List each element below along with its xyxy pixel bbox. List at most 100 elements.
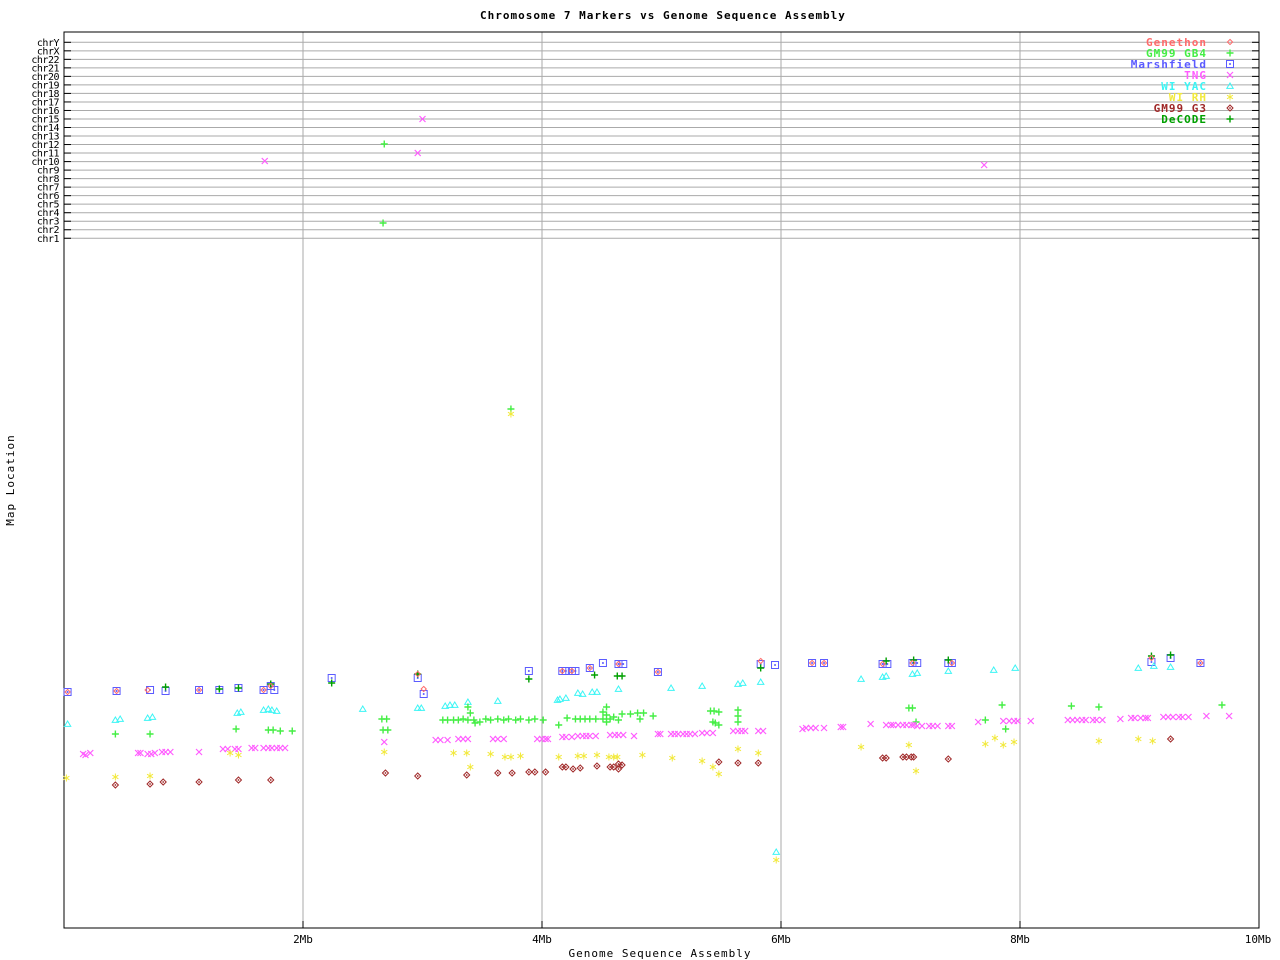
x-marker xyxy=(1116,715,1124,723)
x-marker xyxy=(999,717,1007,725)
legend-item-gm99-g3: GM99 G3 xyxy=(1154,102,1234,115)
x-marker xyxy=(1099,716,1106,724)
diamond-dot-marker xyxy=(267,776,275,784)
plus-marker xyxy=(471,719,479,727)
x-marker xyxy=(82,751,89,759)
diamond-dot-marker xyxy=(754,759,763,767)
plus-marker xyxy=(525,716,533,724)
x-marker xyxy=(568,733,576,741)
x-marker xyxy=(166,748,174,756)
square-center-dot xyxy=(601,662,604,664)
chrom-label-chrY: chrY xyxy=(37,38,60,49)
x-marker xyxy=(1093,716,1100,724)
asterisk-marker xyxy=(63,774,70,782)
diamond-marker xyxy=(1148,654,1155,662)
triangle-marker xyxy=(1011,664,1020,671)
x-marker xyxy=(907,721,915,729)
diamond-dot-marker xyxy=(111,781,120,789)
chrom-label-chr8: chr8 xyxy=(37,174,60,185)
triangle-marker xyxy=(143,714,152,721)
square-marker xyxy=(771,661,780,669)
asterisk-marker xyxy=(1135,735,1142,743)
square-center-dot xyxy=(823,662,826,664)
grid-layer xyxy=(64,32,1259,928)
square-marker xyxy=(619,660,628,668)
plus-marker xyxy=(908,704,916,712)
x-tick-label: 4Mb xyxy=(532,933,552,946)
diamond-center-dot xyxy=(162,781,165,783)
diamond-marker xyxy=(144,686,151,694)
square-center-dot xyxy=(66,691,69,693)
series-decode xyxy=(162,651,1175,693)
diamond-dot-marker xyxy=(381,769,390,777)
chrom-label-chr16: chr16 xyxy=(31,106,59,117)
x-marker xyxy=(812,724,820,732)
triangle-marker xyxy=(882,672,891,679)
diamond-dot-marker xyxy=(494,769,502,777)
diamond-dot-marker xyxy=(614,765,623,773)
plus-marker xyxy=(276,727,284,735)
plus-marker xyxy=(1218,701,1226,709)
diamond-center-dot xyxy=(565,766,567,768)
series-tng xyxy=(79,115,1233,759)
x-marker xyxy=(654,730,662,738)
x-marker xyxy=(1014,717,1022,725)
chart-title: Chromosome 7 Markers vs Genome Sequence … xyxy=(480,9,846,22)
square-center-dot xyxy=(588,667,591,669)
asterisk-marker xyxy=(580,752,588,760)
x-marker xyxy=(1202,712,1210,720)
x-tick-label: 2Mb xyxy=(293,933,313,946)
diamond-marker xyxy=(260,686,267,694)
diamond-center-dot xyxy=(384,772,387,774)
plus-marker xyxy=(328,679,336,687)
diamond-dot-marker xyxy=(593,762,601,770)
square-center-dot xyxy=(262,689,265,691)
square-marker xyxy=(653,668,662,676)
plus-marker xyxy=(586,715,594,723)
plot-border xyxy=(63,31,1260,929)
legend-item-gm99-gb4: GM99 GB4 xyxy=(1146,47,1234,60)
plus-marker xyxy=(614,716,622,724)
diamond-dot-marker xyxy=(562,763,570,771)
diamond-center-dot xyxy=(496,772,499,774)
diamond-dot-marker xyxy=(909,753,918,761)
diamond-center-dot xyxy=(612,766,615,768)
x-marker xyxy=(1082,716,1090,724)
plus-marker xyxy=(734,718,742,726)
series-marshfield xyxy=(63,654,1205,698)
x-marker xyxy=(656,730,664,738)
plus-marker xyxy=(1167,651,1175,659)
plus-marker xyxy=(715,721,723,729)
x-marker xyxy=(709,729,717,737)
x-marker xyxy=(464,735,472,743)
triangle-marker xyxy=(561,694,570,701)
diamond-dot-marker xyxy=(618,761,626,769)
plus-marker xyxy=(487,716,495,724)
x-marker xyxy=(691,730,699,738)
diamond-center-dot xyxy=(416,775,419,777)
asterisk-marker xyxy=(467,763,474,771)
square-center-dot xyxy=(622,663,625,665)
plus-marker xyxy=(476,718,484,726)
legend-item-wi-yac: WI YAC xyxy=(1161,80,1235,93)
chrom-label-chr10: chr10 xyxy=(31,157,59,168)
plus-marker xyxy=(734,706,742,714)
diamond-dot-marker xyxy=(508,769,516,777)
plus-marker xyxy=(234,684,242,692)
asterisk-marker xyxy=(709,763,717,771)
triangle-marker xyxy=(267,706,277,713)
x-marker xyxy=(151,749,159,757)
legend-item-marshfield: Marshfield xyxy=(1131,58,1234,71)
triangle-marker xyxy=(1225,82,1235,89)
diamond-center-dot xyxy=(544,771,547,773)
triangle-marker xyxy=(116,715,125,722)
diamond-center-dot xyxy=(885,757,888,759)
asterisk-marker xyxy=(610,753,617,761)
plus-marker xyxy=(500,716,508,724)
x-marker xyxy=(592,732,600,740)
asterisk-marker xyxy=(112,773,119,781)
diamond-marker xyxy=(1197,659,1204,667)
x-marker xyxy=(1131,714,1139,722)
diamond-center-dot xyxy=(617,768,620,770)
x-marker xyxy=(1144,714,1152,722)
